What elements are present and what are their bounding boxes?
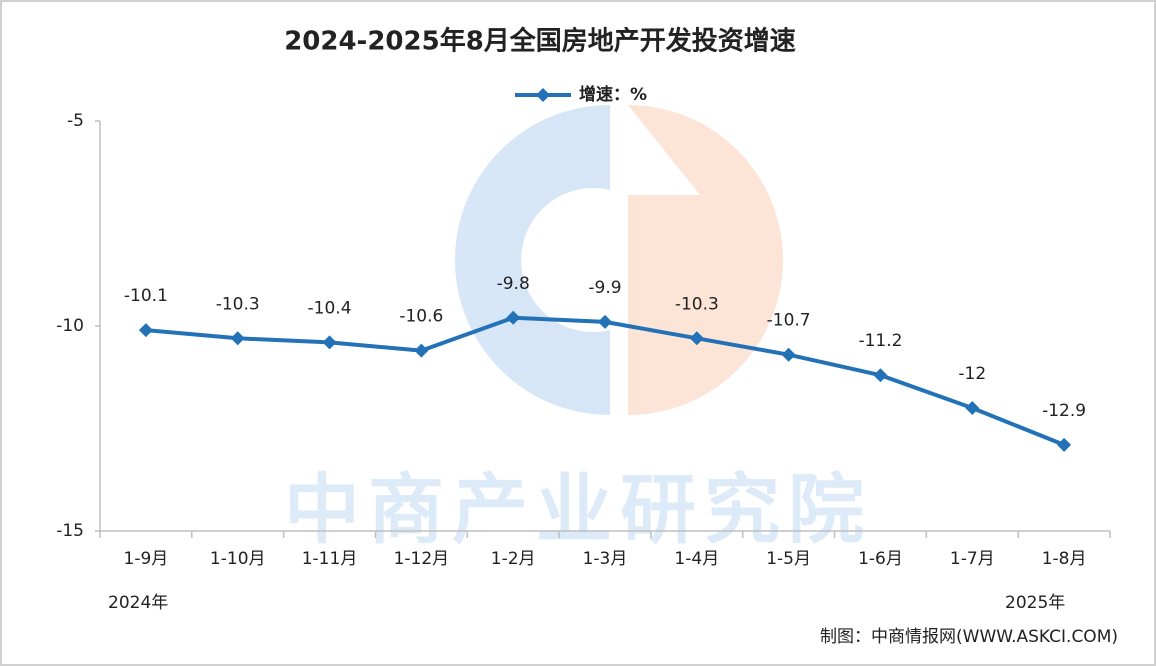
legend-marker	[536, 88, 550, 102]
data-label: -10.4	[308, 298, 352, 318]
x-tick-label: 1-9月	[124, 549, 169, 569]
logo	[455, 105, 783, 415]
data-label: -10.3	[675, 294, 719, 314]
x-tick-label: 1-12月	[394, 549, 450, 569]
chart-title: 2024-2025年8月全国房地产开发投资增速	[284, 26, 796, 57]
year-label: 2024年	[108, 593, 168, 613]
y-tick-label: -15	[56, 521, 84, 541]
year-label: 2025年	[1005, 593, 1065, 613]
watermark: 中商产业研究院	[284, 465, 872, 554]
x-tick-label: 1-3月	[583, 549, 628, 569]
data-label: -10.1	[124, 286, 168, 306]
legend-label: 增速：%	[579, 84, 647, 105]
data-label: -9.9	[588, 278, 621, 298]
marker	[506, 310, 521, 325]
x-tick-label: 1-7月	[950, 549, 995, 569]
y-tick-label: -10	[56, 316, 84, 336]
marker	[138, 323, 153, 338]
x-tick-label: 1-6月	[858, 549, 903, 569]
marker	[414, 343, 429, 358]
marker	[230, 331, 245, 346]
marker	[689, 331, 704, 346]
data-label: -10.7	[767, 311, 811, 331]
x-tick-label: 1-8月	[1042, 549, 1087, 569]
y-tick-label: -5	[67, 111, 84, 131]
marker	[322, 335, 337, 350]
data-label: -11.2	[858, 331, 902, 351]
data-label: -12.9	[1042, 401, 1086, 421]
source: 制图：中商情报网(WWW.ASKCI.COM)	[820, 627, 1118, 647]
marker	[598, 314, 612, 329]
x-tick-label: 1-10月	[210, 549, 266, 569]
marker	[781, 347, 796, 362]
x-tick-label: 1-4月	[674, 549, 719, 569]
marker	[1057, 437, 1072, 452]
x-tick-label: 1-5月	[766, 549, 811, 569]
marker	[965, 401, 980, 415]
x-tick-label: 1-11月	[302, 549, 358, 569]
marker	[873, 368, 888, 383]
data-label: -10.6	[399, 307, 443, 327]
x-tick-label: 1-2月	[491, 549, 536, 569]
data-label: -10.3	[216, 294, 260, 314]
data-label: -9.8	[497, 274, 530, 294]
data-label: -12	[958, 364, 986, 384]
